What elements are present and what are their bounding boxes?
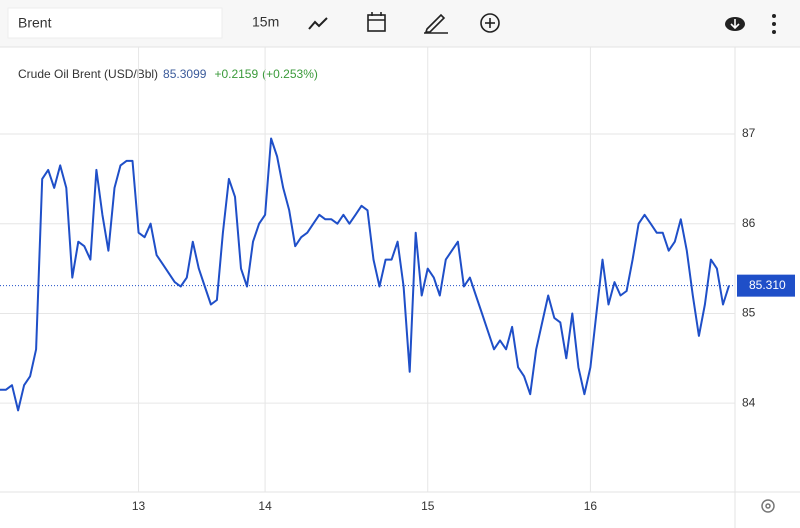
calendar-icon[interactable] [367, 12, 386, 32]
last-value: 85.3099 [163, 67, 207, 81]
y-tick-label: 86 [742, 216, 756, 230]
x-tick-label: 15 [421, 499, 435, 513]
settings-icon[interactable] [761, 499, 775, 513]
y-tick-label: 84 [742, 395, 756, 409]
symbol: Brent [18, 15, 52, 31]
last-price-box [737, 274, 795, 297]
x-tick-label: 14 [258, 499, 272, 513]
x-tick-label: 13 [132, 499, 146, 513]
y-tick-label: 85 [742, 306, 756, 320]
x-tick-label: 16 [584, 499, 598, 513]
search-box[interactable] [7, 7, 223, 39]
download-icon[interactable] [725, 17, 745, 31]
draw-icon[interactable] [424, 13, 448, 34]
add-icon[interactable] [480, 13, 500, 33]
y-tick-label: 87 [742, 126, 756, 140]
change: +0.2159 [214, 67, 258, 81]
change-pct: (+0.253%) [262, 67, 318, 81]
interval[interactable]: 15m [252, 14, 279, 30]
chart-type-icon[interactable] [308, 17, 328, 30]
price-line [0, 137, 730, 412]
series-title: Crude Oil Brent (USD/Bbl) [18, 67, 158, 81]
last-price-label: 85.310 [749, 278, 786, 292]
menu-icon[interactable] [772, 14, 776, 34]
